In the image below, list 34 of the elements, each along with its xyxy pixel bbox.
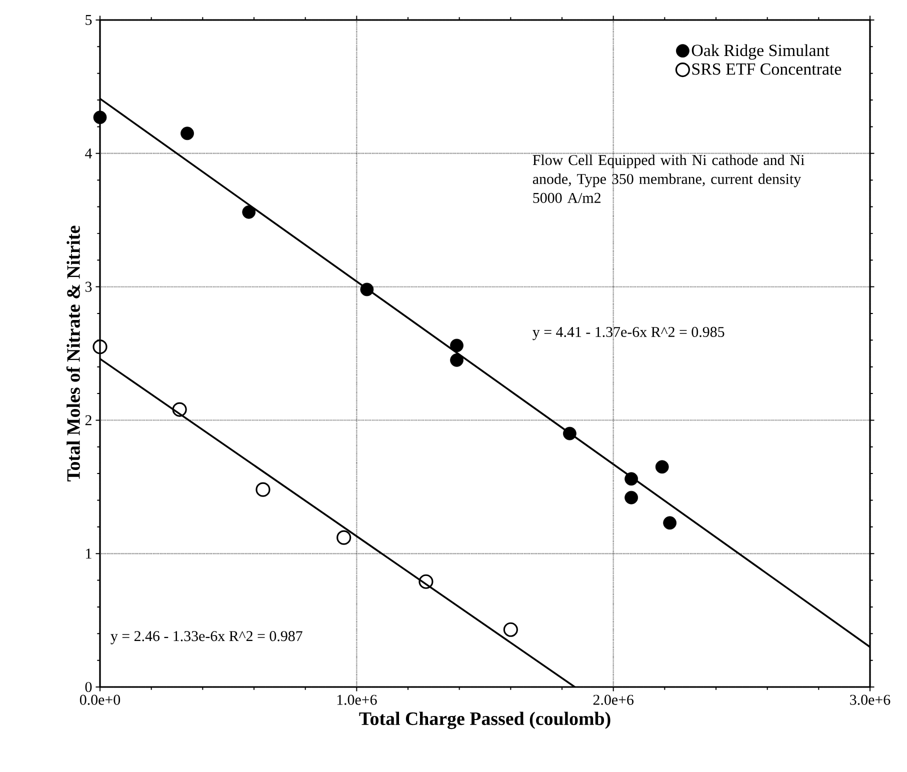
point <box>624 490 638 504</box>
y-tick-label: 2 <box>85 415 92 426</box>
y-tick-label: 5 <box>86 15 92 25</box>
x-axis-title: Total Charge Passed (coulomb) <box>359 712 610 730</box>
point <box>655 460 669 474</box>
point <box>624 472 638 486</box>
point <box>92 340 108 354</box>
y-tick-label: 1 <box>86 548 92 559</box>
x-tick-label: 3.0e+6 <box>850 694 890 705</box>
point <box>360 282 374 296</box>
point <box>663 516 677 530</box>
annotation: y = 2.46 - 1.33e-6x R^2 = 0.987 <box>110 631 302 644</box>
point <box>180 126 194 140</box>
x-tick-label: 0.0e+0 <box>80 694 120 705</box>
point <box>418 574 434 589</box>
point <box>450 353 464 367</box>
x-tick-label: 1.0e+6 <box>337 694 377 705</box>
y-tick-label: 4 <box>85 148 92 158</box>
point <box>563 426 576 440</box>
y-tick-label: 3 <box>85 282 92 292</box>
legend-label: Oak Ridge Simulant <box>692 44 830 60</box>
point <box>336 530 352 545</box>
point <box>256 482 270 497</box>
point <box>503 622 518 637</box>
y-axis-title: Total Moles of Nitrate & Nitrite <box>66 226 80 482</box>
point <box>242 205 256 219</box>
x-tick-label: 2.0e+6 <box>593 694 634 705</box>
point <box>93 110 107 124</box>
point <box>450 338 464 352</box>
point <box>172 402 187 417</box>
y-tick-label: 0 <box>85 682 92 692</box>
annotation: y = 4.41 - 1.37e-6x R^2 = 0.985 <box>532 326 724 340</box>
annotation: Flow Cell Equipped with Ni cathode and Ni anode, Type 350 membrane, current density 5000 A/m2 <box>532 154 804 203</box>
legend-label: SRS ETF Concentrate <box>692 63 842 75</box>
